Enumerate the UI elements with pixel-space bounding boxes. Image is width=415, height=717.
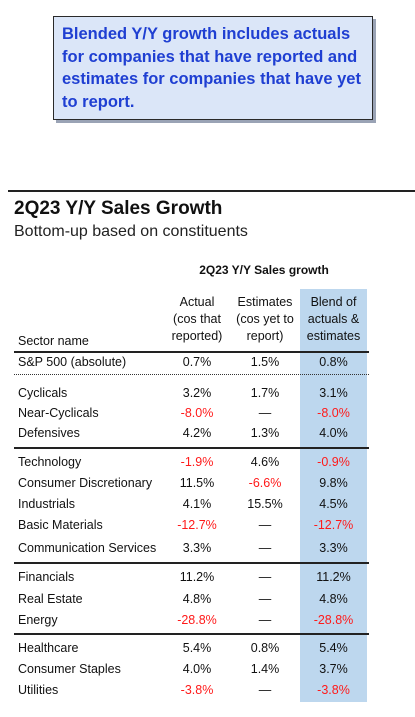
actual-value: 3.2% — [182, 386, 212, 400]
column-header-blend: Blend of actuals & estimates — [300, 294, 367, 345]
blend-value: 9.8% — [319, 476, 348, 490]
estimates-value: — — [258, 541, 272, 555]
group-separator — [14, 447, 369, 449]
note-text: Blended Y/Y growth includes actuals for … — [62, 25, 361, 111]
blend-value: -28.8% — [313, 613, 354, 627]
table-row: S&P 500 (absolute) 0.7% 1.5% 0.8% — [18, 352, 367, 372]
column-header-blend-line: actuals & — [307, 312, 360, 326]
table-row: Cyclicals 3.2% 1.7% 3.1% — [18, 383, 367, 403]
column-header-actual: Actual (cos that reported) — [158, 294, 236, 345]
sector-name: Financials — [18, 570, 75, 584]
table-group-header: 2Q23 Y/Y Sales growth — [199, 263, 329, 277]
estimates-value: — — [258, 406, 272, 420]
table-row: Healthcare 5.4% 0.8% 5.4% — [18, 638, 367, 658]
table-row: Consumer Discretionary 11.5% -6.6% 9.8% — [18, 473, 367, 493]
blend-value: -8.0% — [317, 406, 350, 420]
sector-name: S&P 500 (absolute) — [18, 355, 127, 369]
blend-value: -12.7% — [313, 518, 354, 532]
table-row: Financials 11.2% — 11.2% — [18, 567, 367, 587]
blend-value: 3.3% — [319, 541, 348, 555]
column-header-blend-line: Blend of — [310, 295, 357, 309]
blend-value: -3.8% — [317, 683, 350, 697]
blend-value: 0.8% — [319, 355, 348, 369]
column-header-sector: Sector name — [18, 334, 89, 348]
estimates-value: 4.6% — [250, 455, 280, 469]
sector-name: Consumer Discretionary — [18, 476, 153, 490]
blend-value: 4.0% — [319, 426, 348, 440]
table-row: Communication Services 3.3% — 3.3% — [18, 538, 367, 558]
blend-value: 3.7% — [319, 662, 348, 676]
column-header-actual-line: reported) — [171, 329, 223, 343]
table-row: Basic Materials -12.7% — -12.7% — [18, 515, 367, 535]
actual-value: -3.8% — [180, 683, 214, 697]
estimates-value: -6.6% — [248, 476, 282, 490]
estimates-value: — — [258, 570, 272, 584]
estimates-value: — — [258, 683, 272, 697]
actual-value: 11.5% — [179, 476, 215, 490]
column-header-estimates-line: Estimates — [237, 295, 293, 309]
table-row: Industrials 4.1% 15.5% 4.5% — [18, 494, 367, 514]
group-separator — [14, 562, 369, 564]
actual-value: 5.4% — [182, 641, 212, 655]
sector-name: Utilities — [18, 683, 59, 697]
blend-value: 5.4% — [319, 641, 348, 655]
blend-value: -0.9% — [317, 455, 350, 469]
actual-value: -1.9% — [180, 455, 214, 469]
actual-value: 4.1% — [182, 497, 212, 511]
actual-value: 4.2% — [182, 426, 212, 440]
actual-value: -12.7% — [177, 518, 217, 532]
sector-name: Industrials — [18, 497, 75, 511]
table-row: Near-Cyclicals -8.0% — -8.0% — [18, 403, 367, 423]
sector-name: Real Estate — [18, 592, 83, 606]
estimates-value: — — [258, 592, 272, 606]
column-header-estimates-line: report) — [246, 329, 284, 343]
header-separator — [14, 351, 369, 353]
estimates-value: 0.8% — [250, 641, 280, 655]
sector-name: Cyclicals — [18, 386, 68, 400]
sector-name: Healthcare — [18, 641, 79, 655]
estimates-value: 15.5% — [247, 497, 283, 511]
sector-name: Near-Cyclicals — [18, 406, 99, 420]
note-box: Blended Y/Y growth includes actuals for … — [53, 16, 373, 120]
actual-value: 0.7% — [182, 355, 212, 369]
blend-value: 11.2% — [316, 570, 351, 584]
sector-name: Technology — [18, 455, 82, 469]
column-header-estimates: Estimates (cos yet to report) — [232, 294, 298, 345]
page-title: 2Q23 Y/Y Sales Growth — [14, 198, 223, 219]
blend-value: 4.8% — [319, 592, 348, 606]
actual-value: -8.0% — [180, 406, 214, 420]
column-header-blend-line: estimates — [306, 329, 361, 343]
blend-value: 4.5% — [319, 497, 348, 511]
sector-name: Communication Services — [18, 541, 157, 555]
column-header-actual-line: (cos that — [173, 312, 221, 326]
estimates-value: — — [258, 518, 272, 532]
estimates-value: 1.5% — [250, 355, 280, 369]
sector-name: Defensives — [18, 426, 80, 440]
actual-value: 11.2% — [179, 570, 215, 584]
page-subtitle: Bottom-up based on constituents — [14, 223, 248, 240]
column-header-actual-line: Actual — [179, 295, 215, 309]
sector-name: Energy — [18, 613, 58, 627]
actual-value: 4.0% — [182, 662, 212, 676]
estimates-value: — — [258, 613, 272, 627]
sector-name: Basic Materials — [18, 518, 103, 532]
blend-value: 3.1% — [319, 386, 348, 400]
sector-name: Consumer Staples — [18, 662, 121, 676]
actual-value: 3.3% — [182, 541, 212, 555]
group-separator — [14, 374, 369, 375]
table-row: Defensives 4.2% 1.3% 4.0% — [18, 423, 367, 443]
actual-value: -28.8% — [177, 613, 217, 627]
table-row: Technology -1.9% 4.6% -0.9% — [18, 452, 367, 472]
table-row: Real Estate 4.8% — 4.8% — [18, 589, 367, 609]
table-row: Energy -28.8% — -28.8% — [18, 610, 367, 630]
column-header-estimates-line: (cos yet to — [236, 312, 294, 326]
estimates-value: 1.3% — [250, 426, 280, 440]
group-separator — [14, 633, 369, 635]
table-row: Utilities -3.8% — -3.8% — [18, 680, 367, 700]
table-row: Consumer Staples 4.0% 1.4% 3.7% — [18, 659, 367, 679]
estimates-value: 1.4% — [250, 662, 280, 676]
estimates-value: 1.7% — [250, 386, 280, 400]
actual-value: 4.8% — [182, 592, 212, 606]
top-rule — [8, 190, 415, 192]
